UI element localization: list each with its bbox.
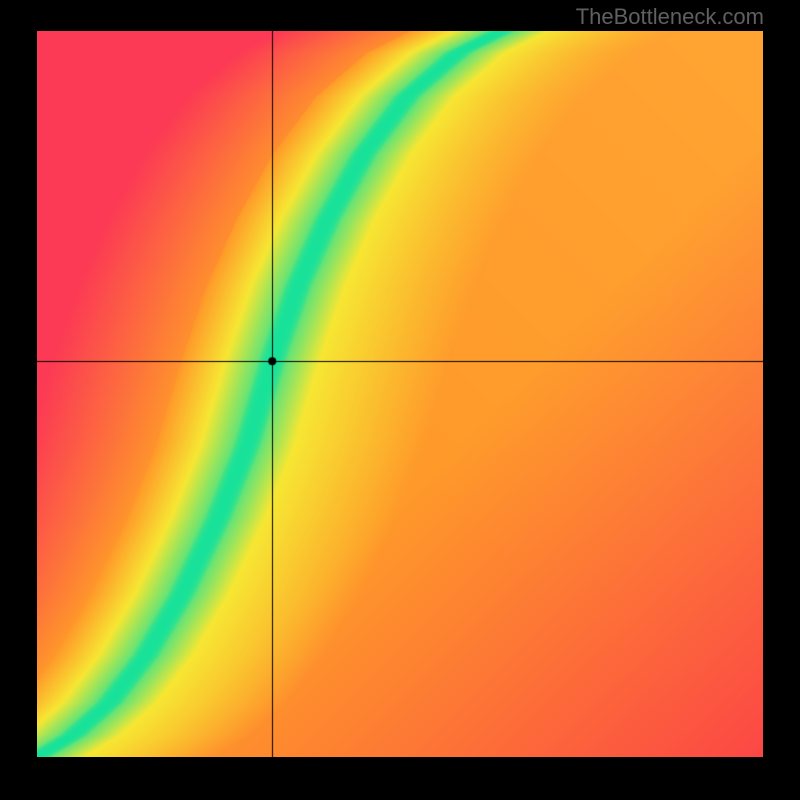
watermark-text: TheBottleneck.com: [576, 4, 764, 30]
bottleneck-heatmap: [37, 31, 763, 757]
chart-container: TheBottleneck.com: [0, 0, 800, 800]
